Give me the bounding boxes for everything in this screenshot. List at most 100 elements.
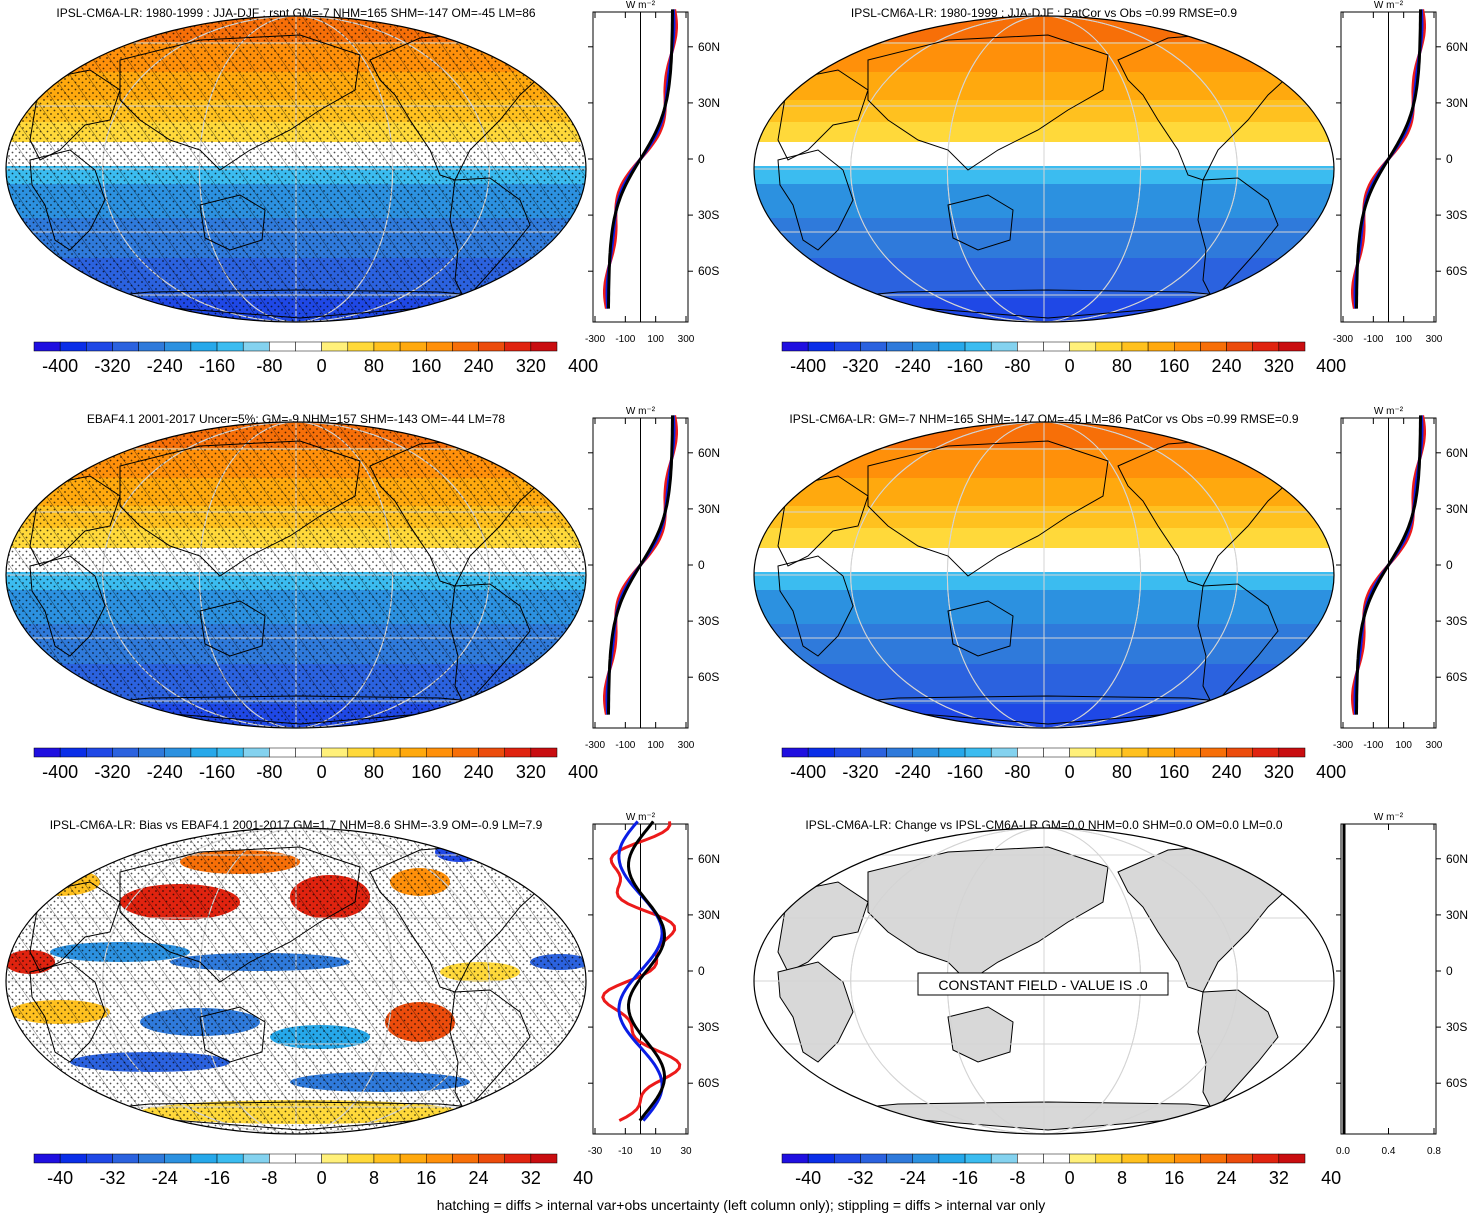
colorbar-tick-label: 240 xyxy=(1212,356,1242,376)
coastline xyxy=(817,289,1269,319)
colorbar-swatch xyxy=(347,341,375,352)
colorbar-swatch xyxy=(138,341,166,352)
zonal-lat-label: 30N xyxy=(698,502,720,516)
colorbar-swatch xyxy=(912,341,940,352)
colorbar-tick-label: 0 xyxy=(317,1168,327,1188)
colorbar-swatch xyxy=(1278,747,1306,758)
colorbar-swatch xyxy=(912,1153,940,1164)
zonal-lat-label: 30S xyxy=(1446,1020,1467,1034)
zonal-bias-curve xyxy=(601,821,682,1122)
colorbar-tick-label: -8 xyxy=(261,1168,277,1188)
zonal-unit-label: W m⁻² xyxy=(1374,406,1404,417)
colorbar-swatch xyxy=(295,747,322,758)
colorbar-tick-label: -320 xyxy=(94,356,130,376)
colorbar-tick-label: 80 xyxy=(364,356,384,376)
colorbar-tick-label: -400 xyxy=(790,356,826,376)
field-band xyxy=(754,448,1334,478)
map xyxy=(5,421,587,729)
zonal-lat-label: 60S xyxy=(1446,1076,1467,1090)
zonal-lat-label: 60N xyxy=(1446,852,1468,866)
land-mass xyxy=(947,1006,1014,1063)
zonal-mean-plot: W m⁻² 60N 30N 0 30S 60S 0.0 0.4 0.8 xyxy=(1336,812,1468,1157)
colorbar-tick-label: -8 xyxy=(1009,1168,1025,1188)
constant-field-label: CONSTANT FIELD - VALUE IS .0 xyxy=(938,977,1147,993)
colorbar-tick-label: 16 xyxy=(1164,1168,1184,1188)
zonal-mean-plot: W m⁻² 60N 30N 0 30S 60S -30 -10 10 30 xyxy=(588,812,720,1157)
colorbar-swatch xyxy=(1095,1153,1123,1164)
colorbar-tick-label: 16 xyxy=(416,1168,436,1188)
constant-field-box: CONSTANT FIELD - VALUE IS .0 xyxy=(917,972,1169,996)
colorbar-swatch xyxy=(426,1153,453,1164)
zonal-tick-label: 300 xyxy=(678,740,695,751)
colorbar-swatch xyxy=(112,1153,139,1164)
field-band xyxy=(754,298,1334,322)
zonal-model-curve xyxy=(617,820,664,1122)
colorbar-swatch xyxy=(781,1153,809,1164)
colorbar-swatch xyxy=(886,747,914,758)
field-band xyxy=(754,122,1334,142)
colorbar-tick-label: -32 xyxy=(847,1168,873,1188)
coastline xyxy=(777,555,854,657)
colorbar-swatch xyxy=(373,747,401,758)
coastline xyxy=(777,69,869,161)
panel-title: IPSL-CM6A-LR: GM=-7 NHM=165 SHM=-147 OM=… xyxy=(789,412,1299,426)
colorbar-swatch xyxy=(1252,1153,1280,1164)
colorbar-tick-label: -40 xyxy=(795,1168,821,1188)
colorbar-swatch xyxy=(295,341,322,352)
land-mass xyxy=(777,961,854,1063)
zonal-tick-label: -30 xyxy=(588,1146,603,1157)
colorbar-swatch xyxy=(138,1153,166,1164)
colorbar-swatch xyxy=(373,341,401,352)
colorbar-tick-label: -16 xyxy=(952,1168,978,1188)
zonal-unit-label: W m⁻² xyxy=(626,0,656,11)
land-mass xyxy=(777,881,869,973)
colorbar-swatch xyxy=(426,747,453,758)
zonal-unit-label: W m⁻² xyxy=(626,812,656,823)
zonal-lat-label: 60S xyxy=(1446,670,1467,684)
colorbar-swatch xyxy=(1069,341,1097,352)
colorbar-tick-label: 32 xyxy=(521,1168,541,1188)
panel-6: IPSL-CM6A-LR: Change vs IPSL-CM6A-LR GM=… xyxy=(753,812,1468,1188)
colorbar-swatch xyxy=(1226,341,1253,352)
colorbar-swatch xyxy=(426,341,453,352)
colorbar-tick-label: 0 xyxy=(1065,762,1075,782)
colorbar-swatch xyxy=(1278,1153,1306,1164)
field-band xyxy=(754,478,1334,506)
map xyxy=(753,421,1335,729)
colorbar-swatch xyxy=(1043,1153,1070,1164)
colorbar-swatch xyxy=(112,341,139,352)
zonal-lat-label: 60N xyxy=(1446,40,1468,54)
colorbar-tick-label: 8 xyxy=(369,1168,379,1188)
colorbar-swatch xyxy=(1121,1153,1149,1164)
colorbar-tick-label: 24 xyxy=(1217,1168,1237,1188)
colorbar-swatch xyxy=(860,341,887,352)
panel-4: IPSL-CM6A-LR: GM=-7 NHM=165 SHM=-147 OM=… xyxy=(753,406,1468,782)
coastline xyxy=(1197,583,1279,707)
zonal-tick-label: 0.0 xyxy=(1336,1146,1350,1157)
colorbar-swatch xyxy=(399,747,427,758)
colorbar-tick-label: 80 xyxy=(1112,356,1132,376)
colorbar-tick-label: 240 xyxy=(464,762,494,782)
colorbar-tick-label: -160 xyxy=(199,762,235,782)
colorbar-swatch xyxy=(1278,341,1306,352)
panel-3: EBAF4.1 2001-2017 Uncer=5%: GM=-9 NHM=15… xyxy=(5,406,720,782)
colorbar-swatch xyxy=(1252,341,1280,352)
colorbar-swatch xyxy=(1200,747,1227,758)
zonal-tick-label: -10 xyxy=(618,1146,633,1157)
zonal-mean-plot: W m⁻² 60N 30N 0 30S 60S -300 -100 100 300 xyxy=(585,406,720,751)
coastline xyxy=(817,695,1269,725)
colorbar-tick-label: -16 xyxy=(204,1168,230,1188)
colorbar-swatch xyxy=(1121,341,1149,352)
colorbar-swatch xyxy=(1017,1153,1044,1164)
zonal-tick-label: -300 xyxy=(585,334,605,345)
colorbar-swatch xyxy=(938,747,966,758)
colorbar-swatch xyxy=(530,341,558,352)
zonal-tick-label: 100 xyxy=(647,740,664,751)
colorbar-tick-label: 0 xyxy=(1065,1168,1075,1188)
zonal-tick-label: 300 xyxy=(1426,334,1443,345)
zonal-tick-label: 10 xyxy=(650,1146,662,1157)
colorbar-swatch xyxy=(373,1153,401,1164)
map xyxy=(5,827,587,1135)
colorbar-swatch xyxy=(938,1153,966,1164)
colorbar-swatch xyxy=(1017,747,1044,758)
